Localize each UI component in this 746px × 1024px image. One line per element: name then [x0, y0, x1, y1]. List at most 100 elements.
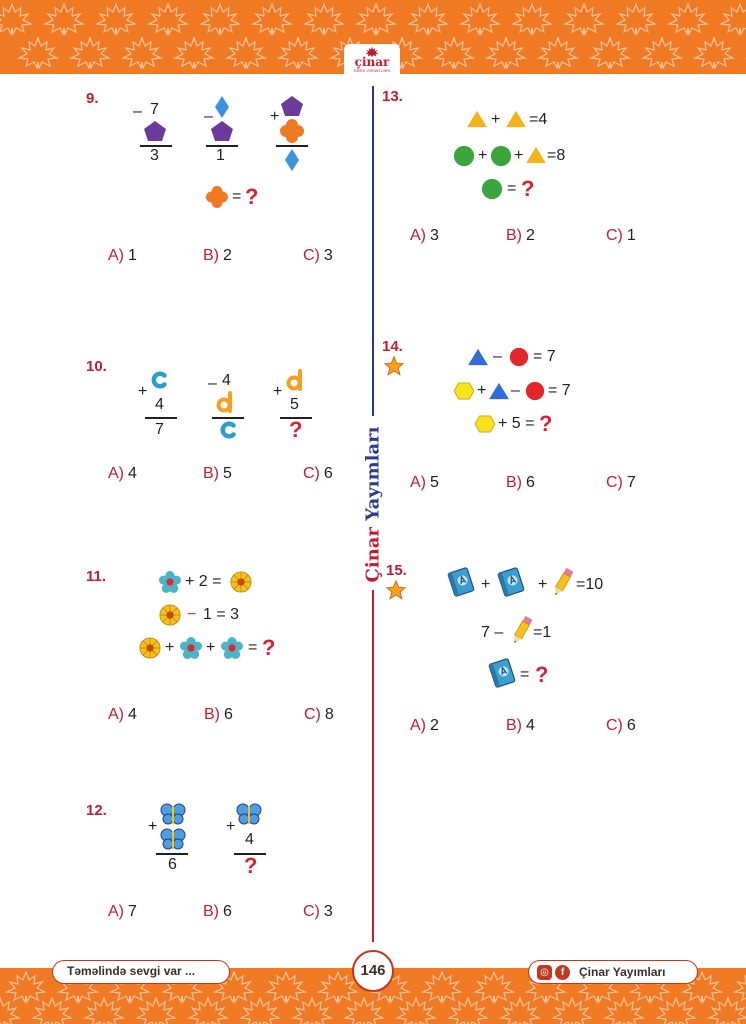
q15-option-b[interactable]: B) 4: [506, 717, 535, 735]
q12-op-2: +: [226, 818, 236, 835]
maple-leaf-icon: [276, 36, 320, 70]
q14-option-a[interactable]: A) 5: [410, 474, 439, 492]
q14-question-mark: ?: [539, 411, 553, 436]
triangle-icon: [505, 110, 527, 128]
option-value: 2: [430, 717, 439, 734]
clover-icon: [280, 119, 304, 143]
q9-option-a[interactable]: A) 1: [108, 247, 137, 265]
q12-option-b[interactable]: B) 6: [203, 903, 232, 921]
q9-top-1: 7: [150, 101, 159, 118]
q12-option-c[interactable]: C) 3: [303, 903, 333, 921]
maple-leaf-icon: [666, 2, 710, 36]
option-value: 5: [223, 465, 232, 482]
q13-option-c[interactable]: C) 1: [606, 227, 636, 245]
q11-line2-text: 1 = 3: [203, 606, 240, 623]
spine-word-2: Yayımları: [362, 426, 384, 521]
q10-option-a[interactable]: A) 4: [108, 465, 137, 483]
maple-leaf-icon: [120, 36, 164, 70]
instagram-icon[interactable]: ◎: [537, 964, 552, 980]
q10-op-3: +: [273, 383, 283, 400]
maple-leaf-icon: [498, 996, 542, 1024]
q9-op-3: +: [270, 108, 280, 125]
option-letter: C): [304, 706, 321, 723]
maple-leaf-icon: [42, 2, 86, 36]
q14-option-c[interactable]: C) 7: [606, 474, 636, 492]
q12-result-1: 6: [168, 856, 177, 873]
pentagon-icon: [280, 95, 304, 117]
option-value: 1: [626, 227, 636, 244]
option-letter: B): [506, 717, 522, 734]
q14-option-b[interactable]: B) 6: [506, 474, 535, 492]
maple-leaf-icon: [224, 36, 268, 70]
option-value: 4: [526, 717, 535, 734]
q11-plus-1: +: [165, 639, 175, 656]
q11-option-c[interactable]: C) 8: [304, 706, 334, 724]
option-value: 3: [430, 227, 439, 244]
yellow-flower-icon: [230, 571, 252, 593]
option-letter: C): [303, 903, 320, 920]
q15-equals: =: [520, 666, 530, 683]
pentagon-icon: [210, 120, 234, 142]
maple-leaf-icon: [602, 996, 646, 1024]
q9-option-c[interactable]: C) 3: [303, 247, 333, 265]
butterfly-icon: [160, 828, 186, 850]
question-number-9: 9.: [86, 90, 99, 107]
footer-brand[interactable]: ◎ f Çinar Yayımları: [528, 960, 698, 984]
option-letter: B): [506, 227, 522, 244]
book-icon: [447, 566, 475, 598]
maple-leaf-icon: [446, 996, 490, 1024]
option-value: 6: [224, 706, 233, 723]
q10-mid-1: 4: [155, 396, 164, 413]
q9-option-b[interactable]: B) 2: [203, 247, 232, 265]
q11-option-b[interactable]: B) 6: [204, 706, 233, 724]
q12-mid-2: 4: [245, 831, 254, 848]
q10-result-1: 7: [155, 421, 164, 438]
q13-option-b[interactable]: B) 2: [506, 227, 535, 245]
maple-leaf-icon: [432, 36, 476, 70]
teal-flower-icon: [159, 571, 181, 593]
option-letter: B): [204, 706, 220, 723]
question-number-14: 14.: [382, 338, 403, 355]
circle-icon: [508, 346, 530, 368]
option-value: 3: [323, 903, 333, 920]
maple-leaf-icon: [536, 36, 580, 70]
option-letter: A): [108, 247, 124, 264]
q11-equals: =: [248, 639, 258, 656]
circle-icon: [524, 380, 546, 402]
yellow-flower-icon: [159, 604, 181, 626]
q14-minus-2: –: [511, 382, 520, 399]
q9-line-2: [206, 145, 238, 147]
footer-brand-name: Çinar Yayımları: [579, 964, 666, 979]
q12-option-a[interactable]: A) 7: [108, 903, 137, 921]
q13-option-a[interactable]: A) 3: [410, 227, 439, 245]
q10-op-1: +: [138, 383, 148, 400]
hexagon-icon: [453, 382, 475, 400]
q9-op-1: –: [133, 103, 142, 120]
option-letter: C): [606, 474, 623, 491]
column-divider-top: [372, 86, 374, 416]
q9-op-2: –: [204, 108, 213, 125]
q15-plus-2: +: [538, 576, 548, 593]
q15-option-a[interactable]: A) 2: [410, 717, 439, 735]
book-icon: [488, 657, 516, 689]
option-value: 2: [223, 247, 232, 264]
q9-result-2: 1: [216, 147, 225, 164]
butterfly-icon: [236, 803, 262, 825]
q9-line-1: [140, 145, 172, 147]
q15-option-c[interactable]: C) 6: [606, 717, 636, 735]
maple-leaf-icon: [82, 996, 126, 1024]
q11-option-a[interactable]: A) 4: [108, 706, 137, 724]
q15-question-mark: ?: [535, 662, 549, 687]
maple-leaf-icon: [562, 2, 606, 36]
maple-leaf-icon: [146, 2, 190, 36]
column-divider-bottom: [372, 590, 374, 942]
q13-question-mark: ?: [521, 176, 535, 201]
facebook-icon[interactable]: f: [555, 964, 570, 980]
q10-option-b[interactable]: B) 5: [203, 465, 232, 483]
q14-line2-rhs: = 7: [548, 382, 571, 399]
q12-line-2: [234, 853, 266, 855]
q14-plus-1: +: [477, 382, 487, 399]
circle-icon: [453, 145, 475, 167]
q10-option-c[interactable]: C) 6: [303, 465, 333, 483]
q13-plus-3: +: [514, 147, 524, 164]
